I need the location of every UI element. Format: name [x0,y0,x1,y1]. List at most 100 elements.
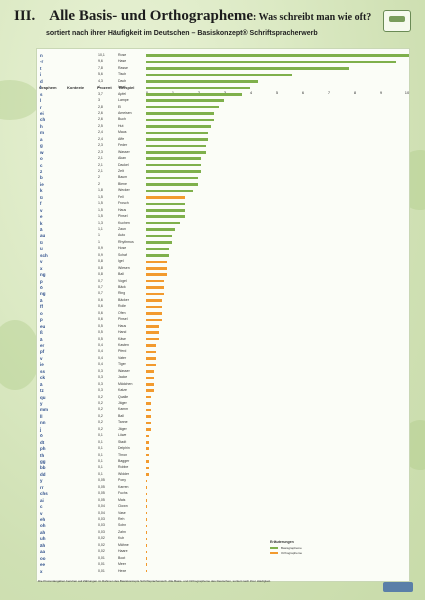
frequency-bar [146,518,147,521]
chart-row: l 3 Lampe [36,98,408,103]
graphem-label: z [40,169,43,174]
frequency-bar [146,408,152,412]
frequency-bar [146,176,198,180]
example-word: Mais [118,497,126,502]
chart-row: eh 0,03 Reh [36,517,408,522]
chart-row: ä 1,1 Zaun [36,227,408,232]
graphem-label: p [40,317,43,323]
example-word: Boot [118,555,126,560]
frequency-bar [146,80,258,83]
example-word: Mädchen [118,381,133,386]
graphem-label: ee [40,562,46,568]
graphem-label: y [40,401,43,406]
example-word: Auto [118,233,126,238]
example-word: Kasten [118,343,129,347]
frequency-bar [146,402,152,405]
col-prozent: Prozent [97,85,112,90]
graphem-label: w [40,149,44,155]
chart-row: e 1,5 Pinsel [36,214,408,219]
frequency-bar [146,370,154,373]
graphem-label: u [40,246,43,252]
frequency-bar [146,183,198,186]
chart-row: pf 0,4 Pferd [36,349,408,354]
percent-label: 2,8 [98,104,103,109]
example-word: Affe [118,136,125,141]
example-word: Lampe [118,98,129,103]
graphem-label: ng [40,291,46,297]
chart-row: k 1,8 Wecker [36,188,408,194]
graphem-label: ie [40,362,44,368]
graphem-label: ah [40,529,46,535]
page-title: III. Alle Basis- und Orthographeme: Was s… [14,8,372,24]
example-word: Tanne [118,420,128,425]
chart-row: s 3,7 Apfel [36,91,408,97]
frequency-bar [146,421,152,425]
percent-label: 0,2 [98,407,103,412]
percent-label: 2 [98,181,100,186]
chart-row: p 0,6 Pinsel [36,317,408,323]
legend-title: Erläuterungen [270,540,294,544]
chart-row: g 2,3 Feder [36,143,408,148]
frequency-bar [146,279,165,283]
graphem-label: c [40,504,43,510]
graphem-label: y [40,478,43,484]
example-word: Clown [118,504,128,509]
graphem-label: ä [40,297,43,303]
example-word: Bäck [118,285,126,289]
chart-row: x 0,01 Hexe [36,568,408,574]
graphem-label: dt [40,439,45,445]
x-tick-label: 3 [224,90,226,95]
chart-row: rr 0,05 Karren [36,485,408,490]
example-word: Buch [118,117,126,122]
frequency-bar [146,357,157,360]
chart-row: f 1,5 Frosch [36,201,408,206]
graphem-label: ch [40,117,46,123]
graphem-label: th [40,452,45,458]
example-word: Wasser [118,149,130,154]
percent-label: 3 [98,98,100,103]
frequency-bar [146,138,209,141]
example-word: Hose [118,246,127,251]
graphem-label: ff [40,304,43,310]
chart-row: l 4 Insel [36,85,408,90]
chart-row: dd 0,1 Widder [36,471,408,477]
percent-label: 0,5 [98,336,103,341]
col-graphem: Graphem [39,85,57,90]
percent-label: 0,2 [98,426,103,431]
frequency-bar [146,247,170,251]
percent-label: 1,5 [98,201,103,206]
chart-row: y 0,05 Pony [36,478,408,484]
frequency-bar [146,254,170,257]
example-word: Löwe [118,433,127,438]
graphem-label: k [40,220,43,226]
frequency-bar [146,376,154,380]
chart-row: c 2,1 Dackel [36,163,408,168]
example-word: Ring [118,291,126,296]
percent-label: 0,3 [98,368,103,373]
chart-row: ö 0,7 Bäck [36,285,408,290]
percent-label: 3,7 [98,91,103,96]
percent-label: 0,1 [98,446,103,451]
chart-row: u 0,9 Hose [36,246,408,252]
graphem-label: k [40,188,43,194]
graphem-label: ü [40,194,43,200]
example-word: Vater [118,355,127,360]
example-word: Frosch [118,201,129,206]
graphem-label: au [40,233,46,239]
chart-row: ß 0,5 Hand [36,330,408,335]
example-word: Ofen [118,310,126,315]
frequency-bar [146,150,206,154]
chart-row: chs 0,05 Fuchs [36,491,408,496]
example-word: Apfel [118,91,126,96]
example-word: Hexe [118,568,127,573]
graphem-label: qu [40,394,46,400]
x-tick-label: 9 [379,90,383,95]
percent-label: 0,1 [98,471,103,476]
chart-row: eu 0,5 Haus [36,324,408,329]
graphem-label: v [40,207,43,213]
frequency-bar [146,395,152,399]
graphem-label: o [40,310,43,316]
x-axis: 0 1 2 3 4 5 6 7 8 9 10 [146,90,409,96]
frequency-bar [146,99,224,102]
x-tick-label: 2 [198,90,200,95]
